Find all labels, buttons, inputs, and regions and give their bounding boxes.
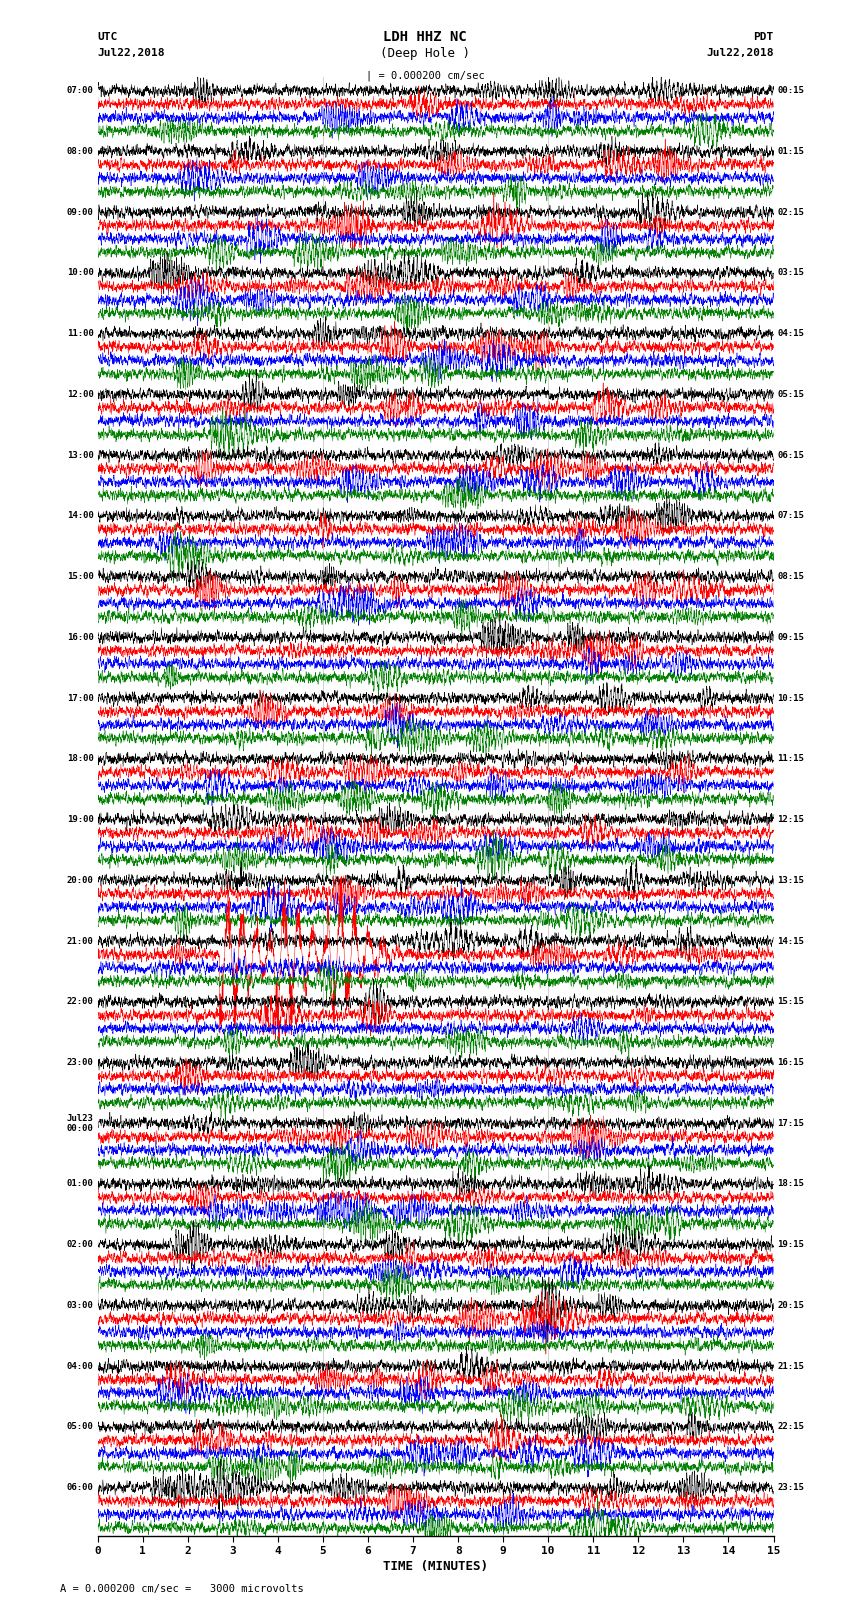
Text: Jul22,2018: Jul22,2018 — [98, 48, 165, 58]
Text: 00:15: 00:15 — [778, 85, 804, 95]
Text: 22:15: 22:15 — [778, 1423, 804, 1431]
Text: 18:00: 18:00 — [67, 755, 94, 763]
Text: 11:00: 11:00 — [67, 329, 94, 339]
Text: 19:15: 19:15 — [778, 1240, 804, 1248]
Text: 02:00: 02:00 — [67, 1240, 94, 1248]
Text: 21:15: 21:15 — [778, 1361, 804, 1371]
Text: 13:00: 13:00 — [67, 450, 94, 460]
Text: 22:00: 22:00 — [67, 997, 94, 1007]
Text: 07:15: 07:15 — [778, 511, 804, 521]
Text: 12:00: 12:00 — [67, 390, 94, 398]
Text: 02:15: 02:15 — [778, 208, 804, 216]
Text: 05:00: 05:00 — [67, 1423, 94, 1431]
Text: 17:15: 17:15 — [778, 1119, 804, 1127]
Text: (Deep Hole ): (Deep Hole ) — [380, 47, 470, 60]
Text: 23:00: 23:00 — [67, 1058, 94, 1068]
Text: 18:15: 18:15 — [778, 1179, 804, 1189]
Text: 07:00: 07:00 — [67, 85, 94, 95]
X-axis label: TIME (MINUTES): TIME (MINUTES) — [383, 1560, 488, 1573]
Text: 04:00: 04:00 — [67, 1361, 94, 1371]
Text: UTC: UTC — [98, 32, 118, 42]
Text: 15:15: 15:15 — [778, 997, 804, 1007]
Text: 10:15: 10:15 — [778, 694, 804, 703]
Text: 01:15: 01:15 — [778, 147, 804, 156]
Text: PDT: PDT — [753, 32, 774, 42]
Text: 03:00: 03:00 — [67, 1302, 94, 1310]
Text: 05:15: 05:15 — [778, 390, 804, 398]
Text: 12:15: 12:15 — [778, 815, 804, 824]
Text: 15:00: 15:00 — [67, 573, 94, 581]
Text: 16:00: 16:00 — [67, 632, 94, 642]
Text: 06:15: 06:15 — [778, 450, 804, 460]
Text: | = 0.000200 cm/sec: | = 0.000200 cm/sec — [366, 71, 484, 82]
Text: 14:00: 14:00 — [67, 511, 94, 521]
Text: 09:15: 09:15 — [778, 632, 804, 642]
Text: 10:00: 10:00 — [67, 268, 94, 277]
Text: 08:15: 08:15 — [778, 573, 804, 581]
Text: 19:00: 19:00 — [67, 815, 94, 824]
Text: 09:00: 09:00 — [67, 208, 94, 216]
Text: 20:15: 20:15 — [778, 1302, 804, 1310]
Text: 06:00: 06:00 — [67, 1482, 94, 1492]
Text: 03:15: 03:15 — [778, 268, 804, 277]
Text: 01:00: 01:00 — [67, 1179, 94, 1189]
Text: 23:15: 23:15 — [778, 1482, 804, 1492]
Text: 20:00: 20:00 — [67, 876, 94, 886]
Text: 21:00: 21:00 — [67, 937, 94, 945]
Text: A = 0.000200 cm/sec =   3000 microvolts: A = 0.000200 cm/sec = 3000 microvolts — [60, 1584, 303, 1594]
Text: 16:15: 16:15 — [778, 1058, 804, 1068]
Text: 11:15: 11:15 — [778, 755, 804, 763]
Text: 17:00: 17:00 — [67, 694, 94, 703]
Text: 13:15: 13:15 — [778, 876, 804, 886]
Text: 08:00: 08:00 — [67, 147, 94, 156]
Text: Jul22,2018: Jul22,2018 — [706, 48, 774, 58]
Text: 14:15: 14:15 — [778, 937, 804, 945]
Text: LDH HHZ NC: LDH HHZ NC — [383, 29, 467, 44]
Text: 04:15: 04:15 — [778, 329, 804, 339]
Text: Jul23
00:00: Jul23 00:00 — [67, 1113, 94, 1132]
